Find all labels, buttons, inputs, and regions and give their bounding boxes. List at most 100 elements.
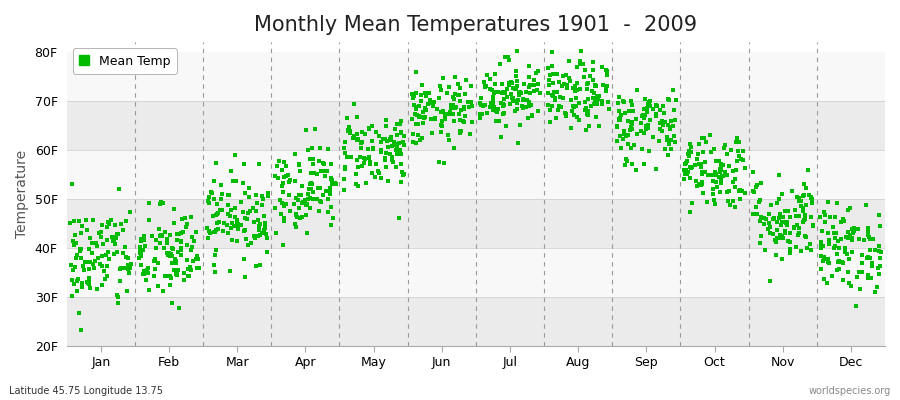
Point <box>640 109 654 116</box>
Point <box>857 237 871 244</box>
Point <box>252 221 266 227</box>
Point <box>578 107 592 114</box>
Point <box>642 148 656 154</box>
Point <box>141 265 156 272</box>
Point <box>804 195 818 201</box>
Point <box>68 264 82 270</box>
Point <box>779 219 794 226</box>
Point <box>122 262 136 268</box>
Point <box>679 159 693 166</box>
Point <box>354 140 368 146</box>
Point <box>106 238 121 244</box>
Point <box>708 179 723 186</box>
Point <box>514 90 528 96</box>
Point <box>768 236 782 243</box>
Point <box>379 163 393 170</box>
Point <box>79 217 94 223</box>
Point <box>695 171 709 177</box>
Point <box>100 237 114 244</box>
Point <box>483 76 498 82</box>
Point <box>190 265 204 271</box>
Point <box>576 60 590 67</box>
Point <box>295 213 310 220</box>
Point <box>778 228 793 234</box>
Point <box>381 144 395 150</box>
Point <box>350 114 365 121</box>
Point <box>625 119 639 126</box>
Point <box>409 106 423 112</box>
Point <box>439 90 454 96</box>
Point <box>392 147 407 154</box>
Point <box>662 124 677 130</box>
Point <box>766 231 780 238</box>
Point <box>290 214 304 220</box>
Point <box>658 146 672 152</box>
Point <box>487 104 501 110</box>
Point <box>780 219 795 226</box>
Point <box>170 231 184 237</box>
Point <box>706 178 720 184</box>
Point <box>390 163 404 170</box>
Point <box>113 278 128 284</box>
Point <box>447 74 462 80</box>
Point <box>497 109 511 116</box>
Point <box>456 104 471 110</box>
Point <box>710 184 724 190</box>
Point <box>521 99 535 106</box>
Point <box>600 99 615 106</box>
Point <box>758 246 772 253</box>
Point <box>410 112 425 118</box>
Point <box>778 230 792 236</box>
Point <box>656 122 670 128</box>
Point <box>509 100 524 106</box>
Point <box>166 266 181 273</box>
Point <box>207 196 221 202</box>
Point <box>295 183 310 190</box>
Point <box>751 181 765 188</box>
Point <box>799 234 814 240</box>
Point <box>595 64 609 71</box>
Point <box>841 269 855 275</box>
Point <box>664 137 679 143</box>
Point <box>442 137 456 144</box>
Point <box>814 228 829 234</box>
Point <box>706 191 721 197</box>
Point <box>488 70 502 77</box>
Point <box>824 214 838 220</box>
Point <box>652 138 666 144</box>
Point <box>865 263 879 269</box>
Point <box>204 189 219 195</box>
Point <box>274 167 289 174</box>
Point <box>872 248 886 254</box>
Point <box>187 237 202 244</box>
Point <box>406 102 420 108</box>
Point <box>834 219 849 225</box>
Point <box>862 255 877 262</box>
Point <box>177 215 192 221</box>
Point <box>379 123 393 130</box>
Point <box>73 248 87 254</box>
Point <box>529 86 544 93</box>
Point <box>818 212 832 218</box>
Point <box>790 194 805 200</box>
Point <box>259 231 274 237</box>
Point <box>300 201 314 207</box>
Point <box>362 126 376 132</box>
Point <box>350 131 365 137</box>
Point <box>788 206 802 213</box>
Point <box>828 243 842 249</box>
Point <box>162 250 176 256</box>
Point <box>292 168 307 174</box>
Point <box>408 111 422 118</box>
Point <box>230 226 245 232</box>
Point <box>444 102 458 108</box>
Point <box>836 216 850 222</box>
Point <box>614 112 628 118</box>
Point <box>498 54 512 60</box>
Point <box>814 253 829 259</box>
Point <box>97 276 112 282</box>
Point <box>325 177 339 183</box>
Point <box>428 116 443 123</box>
Point <box>636 112 651 118</box>
Point <box>486 101 500 108</box>
